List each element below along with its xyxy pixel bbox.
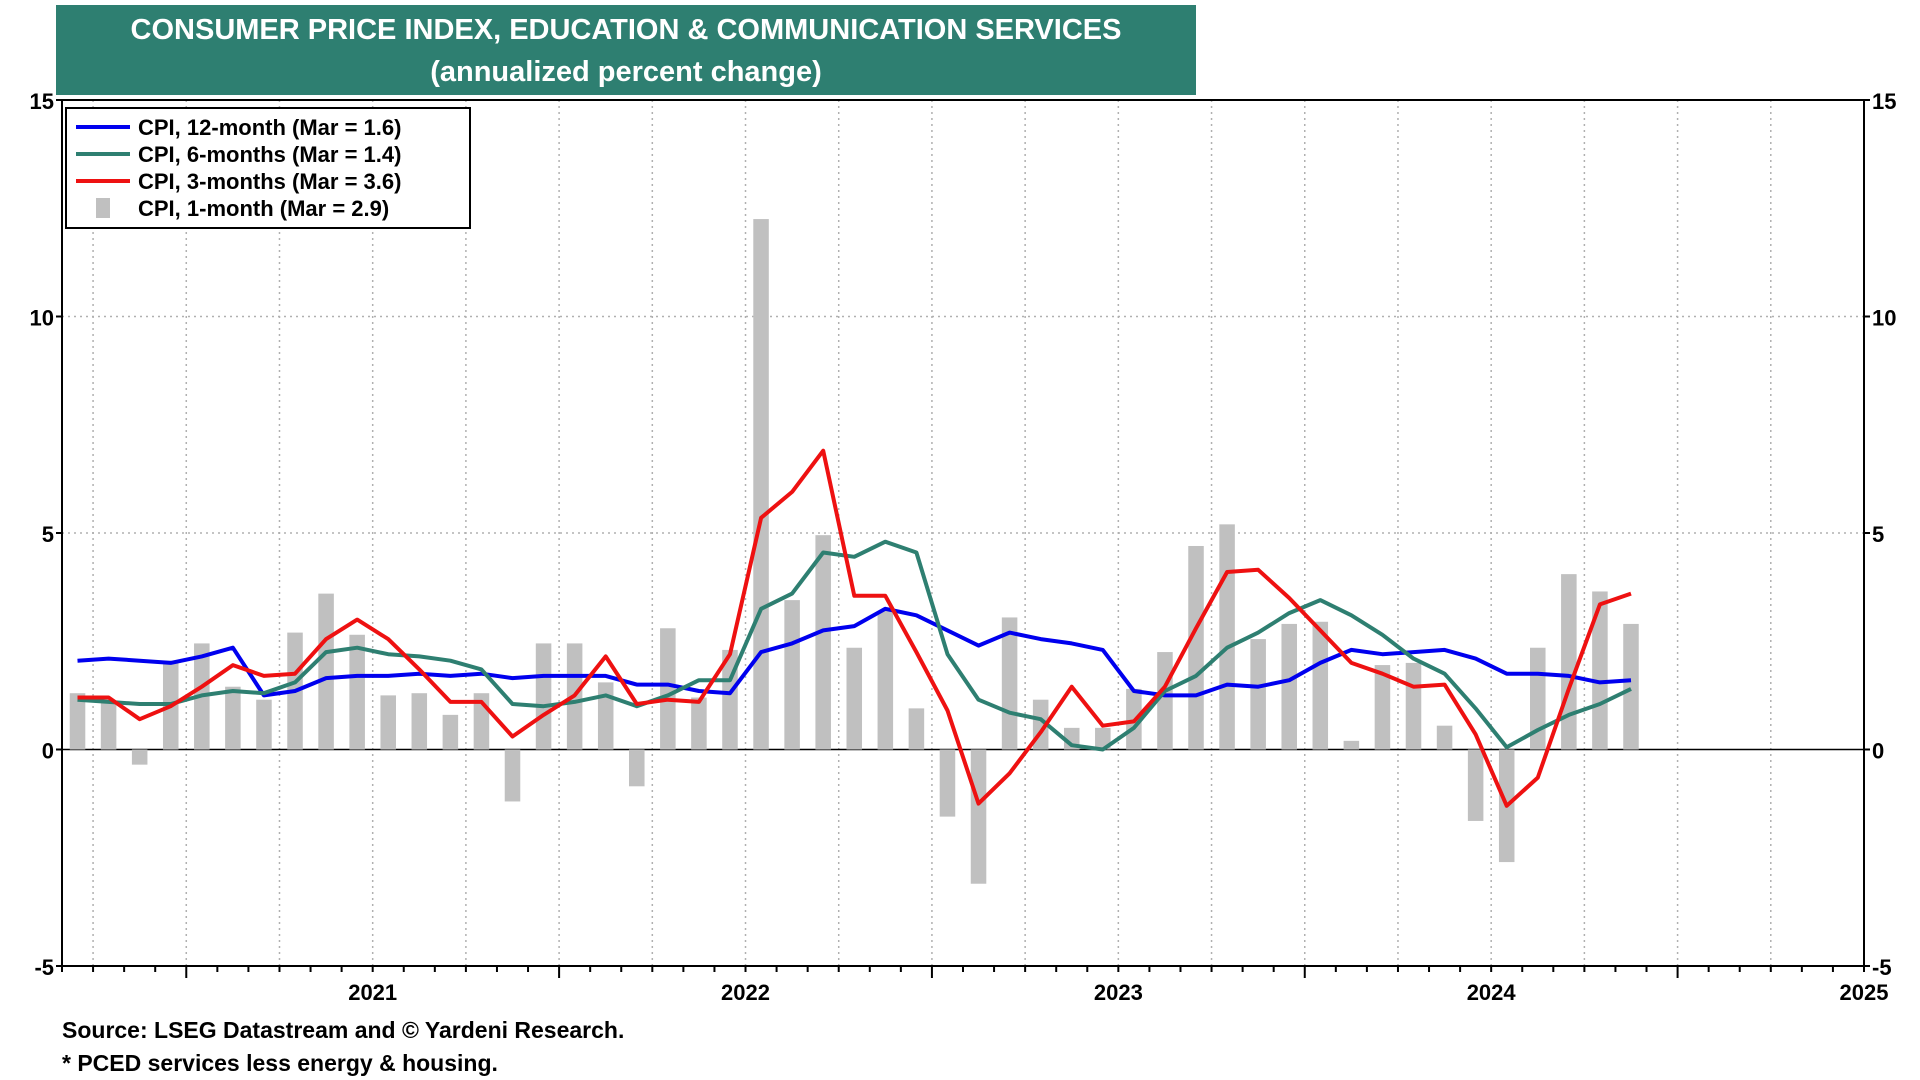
bar-1-month (380, 695, 396, 750)
x-tick-label: 2023 (1094, 980, 1143, 1005)
x-tick-label: 2024 (1467, 980, 1517, 1005)
line-s6 (77, 539, 1632, 752)
bar-1-month (349, 634, 365, 750)
bar-1-month (877, 610, 894, 750)
y-tick-label-left: 15 (30, 89, 54, 114)
bar-1-month (1312, 621, 1329, 750)
legend-swatch-bar (96, 198, 110, 218)
x-tick-label: 2022 (721, 980, 770, 1005)
gridlines (62, 100, 1864, 966)
y-tick-label-right: 5 (1872, 522, 1884, 547)
bar-1-month (970, 749, 987, 884)
bar-1-month (1436, 725, 1453, 750)
chart-subtitle: (annualized percent change) (430, 56, 822, 88)
bar-1-month (815, 535, 831, 750)
y-tick-label-right: 0 (1872, 739, 1884, 764)
bar-1-month (908, 708, 925, 750)
legend-label: CPI, 3-months (Mar = 3.6) (138, 169, 401, 194)
line-s3 (77, 448, 1632, 808)
bar-1-month (69, 693, 86, 750)
bar-1-month (939, 749, 956, 817)
bar-1-month (1343, 740, 1360, 750)
bar-1-month (504, 749, 521, 802)
bar-series-1-month (69, 219, 1639, 884)
bar-1-month (629, 749, 645, 787)
bar-1-month (1250, 639, 1266, 750)
chart-title: CONSUMER PRICE INDEX, EDUCATION & COMMUN… (130, 14, 1122, 46)
line-s12 (77, 606, 1632, 698)
footnote: * PCED services less energy & housing. (62, 1050, 498, 1076)
legend-label: CPI, 6-months (Mar = 1.4) (138, 142, 401, 167)
bar-1-month (1623, 623, 1639, 750)
bar-1-month (318, 593, 334, 750)
bar-1-month (1561, 574, 1577, 750)
y-tick-label-left: 5 (42, 522, 54, 547)
legend-label: CPI, 12-month (Mar = 1.6) (138, 115, 401, 140)
bar-1-month (1095, 727, 1111, 750)
axes: 15 15 10 10 5 5 0 0 -5 -5 2021 2022 2023 2024 2025 (30, 89, 1897, 1005)
bar-1-month (846, 647, 863, 750)
bar-1-month (1188, 545, 1204, 750)
bar-1-month (597, 682, 614, 750)
bar-1-month (256, 699, 272, 750)
bar-1-month (1374, 665, 1391, 750)
y-tick-label-right: 15 (1872, 89, 1896, 114)
bar-1-month (442, 714, 459, 750)
bar-1-month (1592, 591, 1608, 750)
source-note: Source: LSEG Datastream and © Yardeni Re… (62, 1017, 625, 1043)
bar-1-month (1467, 749, 1484, 821)
y-tick-label-left: 0 (42, 739, 54, 764)
line-series (77, 448, 1632, 808)
x-tick-label: 2025 (1840, 980, 1889, 1005)
chart-title-banner: CONSUMER PRICE INDEX, EDUCATION & COMMUN… (56, 5, 1196, 95)
legend-box (65, 107, 471, 229)
y-tick-label-left: -5 (34, 955, 54, 980)
y-tick-label-left: 10 (30, 306, 54, 331)
bar-1-month (535, 643, 552, 750)
bar-1-month (1219, 524, 1235, 750)
bar-1-month (753, 219, 769, 750)
y-tick-label-right: -5 (1872, 955, 1892, 980)
bar-1-month (1405, 662, 1422, 750)
bar-1-month (1281, 623, 1297, 750)
bar-1-month (1157, 652, 1173, 750)
bar-1-month (1001, 617, 1018, 750)
bar-1-month (784, 600, 800, 750)
legend: CPI, 12-month (Mar = 1.6)CPI, 6-months (… (65, 107, 471, 229)
x-tick-label: 2021 (348, 980, 397, 1005)
bar-1-month (131, 749, 148, 765)
bar-1-month (691, 697, 707, 750)
legend-label: CPI, 1-month (Mar = 2.9) (138, 196, 389, 221)
bar-1-month (660, 628, 676, 750)
bar-1-month (225, 686, 241, 750)
y-tick-label-right: 10 (1872, 306, 1896, 331)
bar-1-month (411, 693, 428, 750)
bar-1-month (100, 701, 117, 750)
